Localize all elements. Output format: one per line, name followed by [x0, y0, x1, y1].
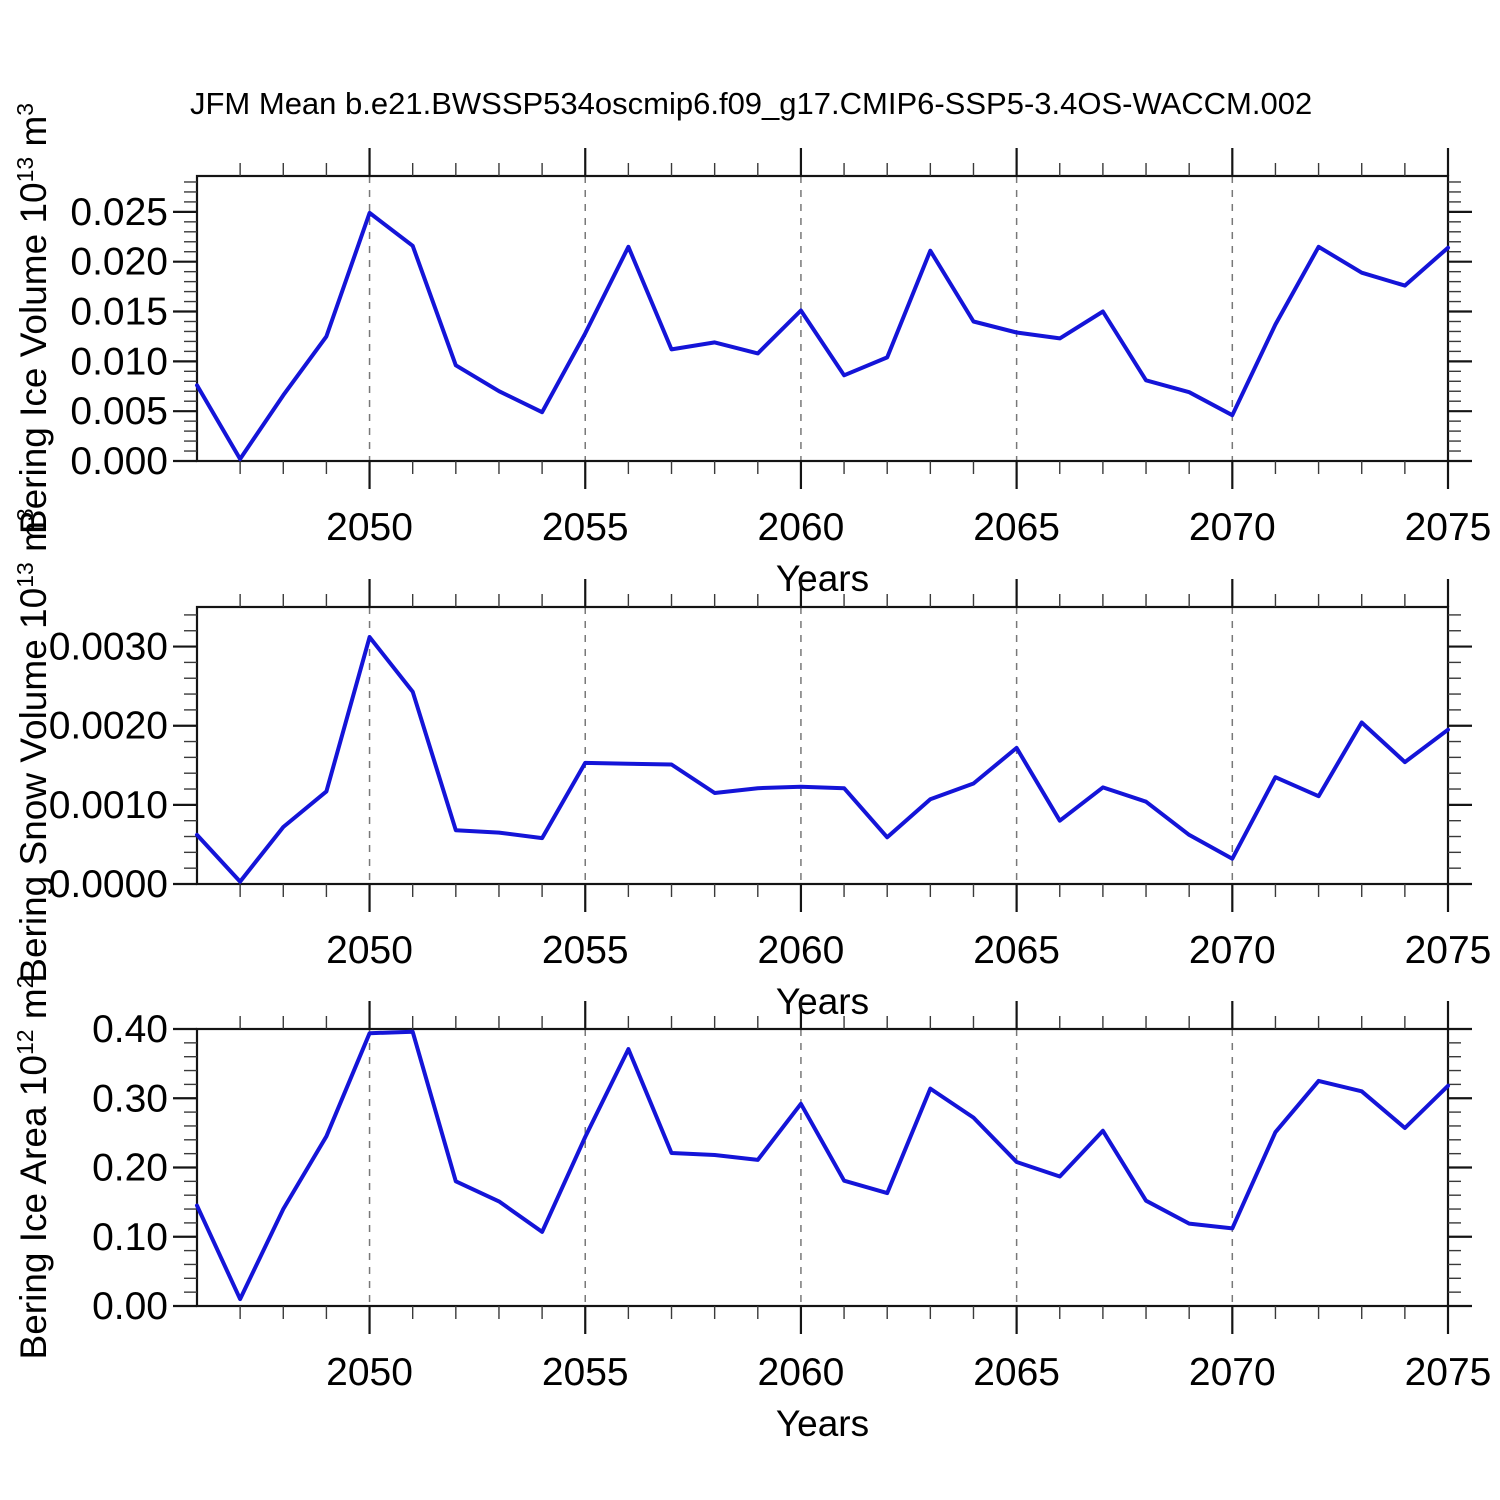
y-tick-label-0.005: 0.005	[70, 390, 168, 433]
y-axis-title-bering-ice-volume: Bering Ice Volume 1013 m3	[12, 103, 54, 534]
x-axis-title-bering-ice-area: Years	[776, 1403, 869, 1444]
x-tick-label-2050: 2050	[326, 506, 413, 549]
x-tick-label-2050: 2050	[326, 1351, 413, 1394]
y-tick-label-0.010: 0.010	[70, 340, 168, 383]
x-tick-label-2075: 2075	[1405, 506, 1492, 549]
data-line-bering-snow-volume	[195, 635, 1450, 884]
y-tick-label-0.0030: 0.0030	[49, 626, 168, 669]
x-tick-label-2060: 2060	[758, 929, 845, 972]
x-axis-title-bering-ice-volume: Years	[776, 558, 869, 599]
x-tick-label-2065: 2065	[973, 929, 1060, 972]
y-tick-label-0.000: 0.000	[70, 440, 168, 483]
y-tick-label-0.40: 0.40	[92, 1008, 168, 1051]
x-tick-label-2065: 2065	[973, 1351, 1060, 1394]
y-axis-title-bering-snow-volume: Bering Snow Volume 1013 m3	[12, 508, 54, 982]
figure-title: JFM Mean b.e21.BWSSP534oscmip6.f09_g17.C…	[190, 86, 1313, 121]
y-tick-label-0.00: 0.00	[92, 1285, 168, 1328]
x-tick-label-2065: 2065	[973, 506, 1060, 549]
y-tick-label-0.30: 0.30	[92, 1077, 168, 1120]
y-tick-label-0.10: 0.10	[92, 1216, 168, 1259]
x-tick-label-2070: 2070	[1189, 1351, 1276, 1394]
x-tick-label-2060: 2060	[758, 506, 845, 549]
x-tick-label-2070: 2070	[1189, 506, 1276, 549]
x-tick-label-2070: 2070	[1189, 929, 1276, 972]
x-tick-label-2075: 2075	[1405, 1351, 1492, 1394]
y-tick-label-0.015: 0.015	[70, 291, 168, 334]
panel-frame-bering-snow-volume	[195, 605, 1450, 886]
y-tick-label-0.025: 0.025	[70, 191, 168, 234]
y-tick-label-0.0010: 0.0010	[49, 784, 168, 827]
x-tick-label-2055: 2055	[542, 1351, 629, 1394]
y-tick-label-0.0020: 0.0020	[49, 705, 168, 748]
x-axis-title-bering-snow-volume: Years	[776, 981, 869, 1022]
y-tick-label-0.0000: 0.0000	[49, 863, 168, 906]
x-tick-label-2060: 2060	[758, 1351, 845, 1394]
x-tick-label-2075: 2075	[1405, 929, 1492, 972]
x-tick-label-2055: 2055	[542, 929, 629, 972]
data-line-bering-ice-volume	[195, 210, 1450, 461]
y-axis-title-bering-ice-area: Bering Ice Area 1012 m2	[12, 976, 54, 1360]
panel-frame-bering-ice-volume	[195, 174, 1450, 463]
data-line-bering-ice-area	[195, 1029, 1450, 1302]
y-tick-label-0.20: 0.20	[92, 1147, 168, 1190]
y-tick-label-0.020: 0.020	[70, 241, 168, 284]
x-tick-label-2050: 2050	[326, 929, 413, 972]
x-tick-label-2055: 2055	[542, 506, 629, 549]
